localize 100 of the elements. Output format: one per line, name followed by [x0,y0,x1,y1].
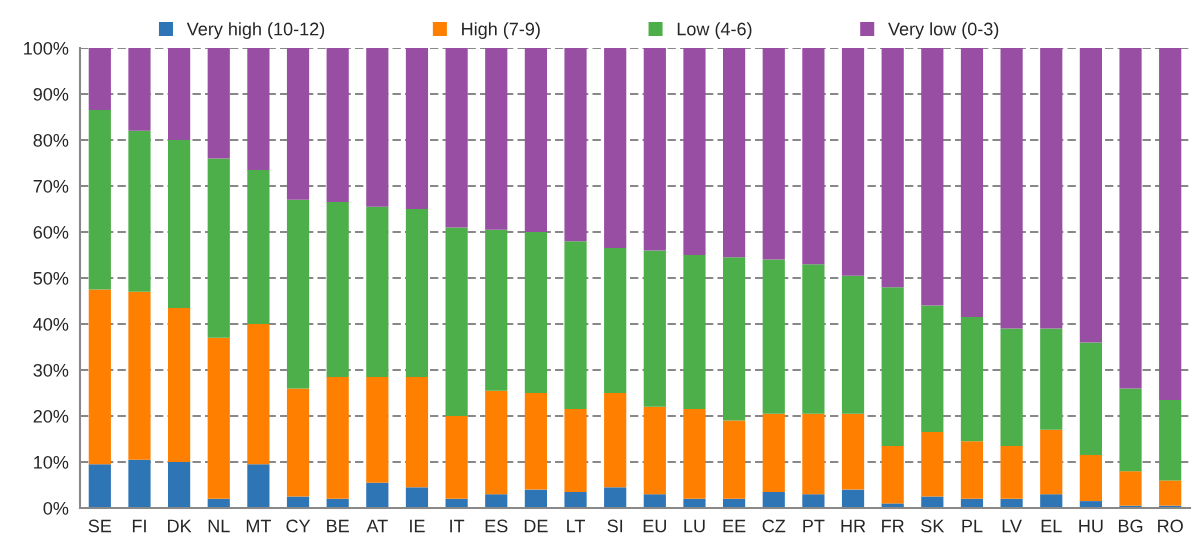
bar [485,48,508,230]
x-tick-label: PT [803,519,825,533]
bar [1159,48,1182,400]
bar [1159,480,1182,506]
bar [247,464,270,508]
bar [802,494,825,508]
bar [762,413,785,492]
x-tick-label: CY [286,519,311,533]
bar [841,489,865,508]
y-tick-label: 20% [33,409,69,423]
bar [1000,328,1023,446]
bar [1079,48,1102,343]
legend-label: Low (4-6) [677,22,752,39]
bar [445,227,468,416]
legend-label: High (7-9) [462,22,540,39]
bar [366,482,389,508]
bar [286,199,310,389]
bar [207,158,230,338]
bar [921,305,944,433]
bar [1040,48,1063,329]
bar [366,376,389,483]
x-tick-label: FR [882,519,904,533]
bar [524,489,547,508]
x-tick-label: IT [450,519,465,533]
bar [168,307,191,462]
x-tick-label: EL [1041,519,1062,533]
bar [366,206,389,377]
bar [247,48,270,170]
bar [405,376,429,488]
bar [802,413,825,495]
x-tick-label: EE [723,519,746,533]
y-tick-label: 30% [33,363,69,377]
bar [841,413,865,490]
y-tick-label: 50% [33,271,69,285]
x-tick-label: HR [841,519,866,533]
x-tick-label: FI [132,519,146,533]
x-tick-label: DE [524,519,548,533]
x-tick-label: BG [1118,519,1143,533]
bar [1040,494,1063,508]
y-tick-label: 90% [33,87,69,101]
x-tick-label: RO [1158,519,1183,533]
bar [762,259,785,414]
bar [485,229,508,391]
bar [1040,328,1063,430]
bar [960,441,984,499]
x-tick-label: AT [366,519,388,533]
legend-label: Very low (0-3) [888,22,999,39]
x-tick-label: NL [208,519,230,533]
bar [604,487,627,508]
x-tick-label: LV [1002,519,1022,533]
bar [881,445,904,504]
bar [286,48,310,200]
bar [88,48,111,111]
x-tick-label: PL [962,519,983,533]
bar [723,420,746,499]
bar [604,393,627,488]
bar [802,264,825,414]
bar [564,491,587,508]
bar [485,494,508,508]
y-tick-label: 10% [34,455,69,469]
bar [1000,445,1023,499]
y-tick-label: 0% [43,501,69,515]
bar [326,48,349,203]
bar [1159,399,1182,481]
bar [1040,429,1063,495]
bar [1079,455,1102,502]
bar [524,232,547,393]
bar [604,48,627,249]
bar [564,48,587,242]
bar [841,275,865,414]
bar [445,48,468,228]
bar [524,48,547,232]
bar [1119,471,1142,506]
x-tick-label: CZ [762,519,786,533]
bar [128,130,151,292]
x-tick-label: SK [921,519,945,533]
x-tick-label: BE [327,519,349,533]
y-tick-label: 40% [33,317,69,331]
bar [723,257,746,421]
bar [88,464,111,508]
x-tick-label: IE [410,519,425,533]
bar [723,48,746,258]
bar [643,406,666,495]
bar [643,250,666,407]
bar [524,393,547,490]
bar [207,337,230,499]
bar [643,494,666,508]
bar [247,324,270,465]
bar [445,416,468,499]
bar [405,48,429,209]
bar [643,48,666,251]
x-tick-label: SI [607,519,623,533]
x-tick-label: SE [88,519,112,533]
x-tick-label: HU [1079,519,1103,533]
x-tick-label: DK [168,519,192,533]
bar [921,48,944,306]
bar [405,487,429,508]
bar [128,459,151,508]
x-tick-label: LT [567,519,585,533]
bar [1119,48,1142,389]
